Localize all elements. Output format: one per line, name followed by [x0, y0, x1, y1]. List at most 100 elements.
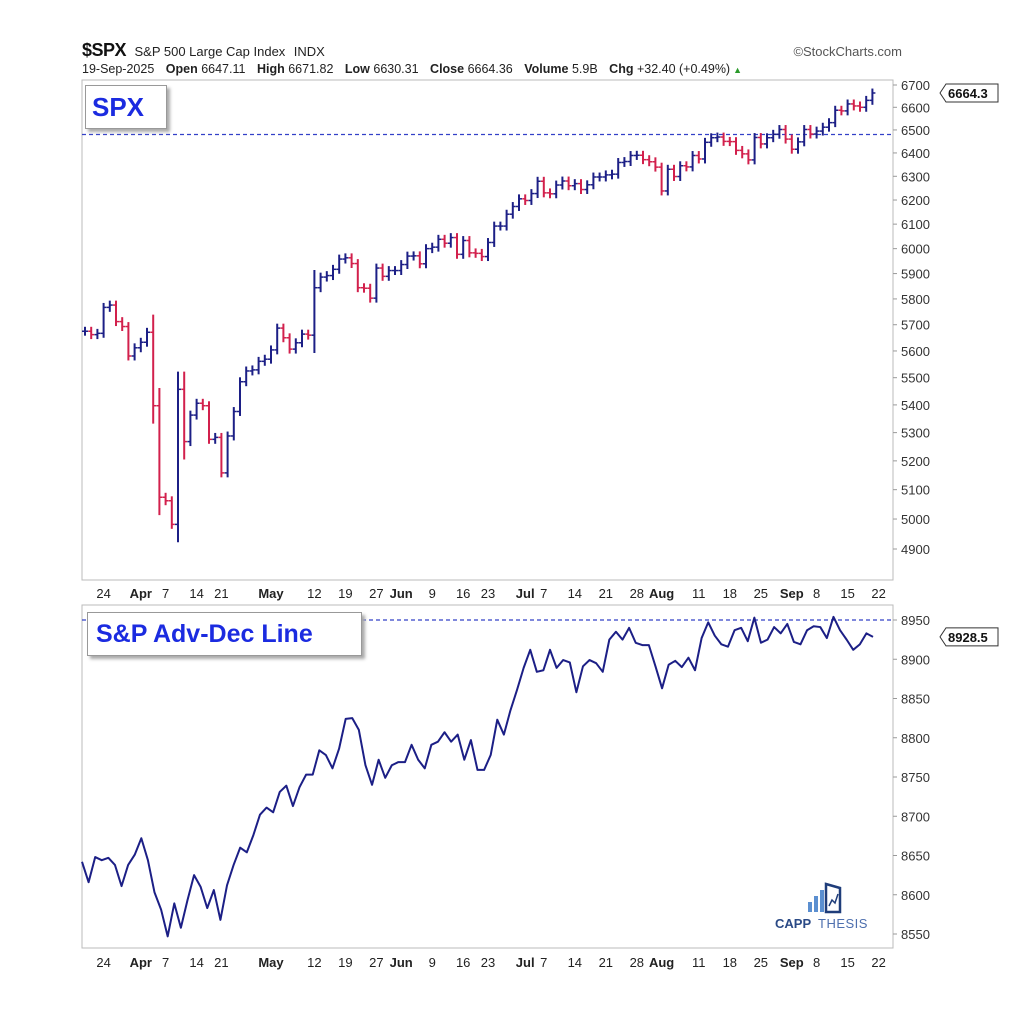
x-tick-label: 16: [456, 955, 470, 970]
x-tick-label: 14: [189, 955, 203, 970]
y-tick-label: 4900: [901, 542, 930, 557]
high-value: 6671.82: [288, 62, 334, 76]
y-tick-label: 6200: [901, 193, 930, 208]
symbol: $SPX: [82, 40, 127, 60]
y-tick-label: 5600: [901, 344, 930, 359]
chg-value: +32.40 (+0.49%): [636, 62, 731, 76]
y-tick-label: 5800: [901, 292, 930, 307]
y-tick-label: 8650: [901, 849, 930, 864]
x-tick-label: Sep: [780, 586, 804, 601]
x-tick-label: 21: [214, 586, 228, 601]
y-tick-label: 6000: [901, 242, 930, 257]
x-tick-label: 15: [840, 586, 854, 601]
x-tick-label: 24: [96, 586, 110, 601]
x-tick-label: 18: [723, 586, 737, 601]
logo-bar-icon: [814, 896, 818, 912]
x-tick-label: 25: [754, 955, 768, 970]
volume-value: 5.9B: [571, 62, 598, 76]
y-tick-label: 6400: [901, 146, 930, 161]
x-tick-label: 9: [429, 955, 436, 970]
chg-label: Chg: [609, 62, 634, 76]
x-tick-label: 7: [162, 586, 169, 601]
last-value-label: 8928.5: [948, 630, 988, 645]
y-tick-label: 6700: [901, 78, 930, 93]
capp-thesis-logo: [808, 890, 824, 912]
x-tick-label: 28: [630, 586, 644, 601]
y-tick-label: 6600: [901, 100, 930, 115]
open-label: Open: [165, 62, 198, 76]
close-label: Close: [430, 62, 465, 76]
logo-chart-icon: [824, 882, 842, 914]
x-tick-label: 27: [369, 955, 383, 970]
x-tick-label: 21: [214, 955, 228, 970]
y-tick-label: 5900: [901, 267, 930, 282]
x-tick-label: 11: [692, 586, 706, 601]
adl-panel-label: S&P Adv-Dec Line: [87, 612, 362, 656]
x-tick-label: 25: [754, 586, 768, 601]
x-tick-label: 23: [481, 955, 495, 970]
x-tick-label: 15: [840, 955, 854, 970]
y-tick-label: 6300: [901, 169, 930, 184]
x-tick-label: 8: [813, 586, 820, 601]
x-tick-label: 18: [723, 955, 737, 970]
x-tick-label: Apr: [130, 586, 152, 601]
y-tick-label: 5200: [901, 454, 930, 469]
x-tick-label: Jun: [390, 955, 413, 970]
high-label: High: [256, 62, 285, 76]
spx-panel-frame: [81, 79, 894, 581]
x-tick-label: 21: [599, 586, 613, 601]
x-tick-label: 12: [307, 955, 321, 970]
x-tick-label: Jun: [390, 586, 413, 601]
x-tick-label: 19: [338, 586, 352, 601]
y-tick-label: 5500: [901, 371, 930, 386]
y-tick-label: 5700: [901, 318, 930, 333]
x-tick-label: 7: [540, 586, 547, 601]
exchange: INDX: [293, 44, 325, 59]
y-tick-label: 5300: [901, 426, 930, 441]
quote-date: 19-Sep-2025: [82, 62, 155, 76]
y-tick-label: 8600: [901, 888, 930, 903]
last-value-label: 6664.3: [948, 86, 988, 101]
low-label: Low: [344, 62, 370, 76]
logo-text-capp: CAPP: [775, 916, 811, 931]
source-credit: ©StockCharts.com: [793, 44, 902, 59]
adl-line: [81, 615, 874, 938]
spx-panel-label: SPX: [85, 85, 167, 129]
logo-bar-icon: [820, 890, 824, 912]
y-tick-label: 6100: [901, 217, 930, 232]
logo-bar-icon: [808, 902, 812, 912]
logo-trend-icon: [828, 893, 839, 907]
x-tick-label: 22: [871, 955, 885, 970]
x-tick-label: 27: [369, 586, 383, 601]
x-tick-label: 28: [630, 955, 644, 970]
y-tick-label: 8850: [901, 692, 930, 707]
x-tick-label: Sep: [780, 955, 804, 970]
y-tick-label: 8900: [901, 652, 930, 667]
triangle-up-icon: ▲: [733, 65, 743, 75]
x-tick-label: 9: [429, 586, 436, 601]
y-tick-label: 8950: [901, 613, 930, 628]
x-tick-label: 21: [599, 955, 613, 970]
x-tick-label: Apr: [130, 955, 152, 970]
x-tick-label: 11: [692, 955, 706, 970]
y-tick-label: 8550: [901, 927, 930, 942]
x-tick-label: 7: [540, 955, 547, 970]
y-tick-label: 5100: [901, 483, 930, 498]
logo-text-thesis: THESIS: [818, 916, 868, 931]
last-value-marker: [939, 83, 999, 103]
y-tick-label: 8800: [901, 731, 930, 746]
x-tick-label: 7: [162, 955, 169, 970]
low-value: 6630.31: [373, 62, 419, 76]
quote-line: 19-Sep-2025 Open 6647.11 High 6671.82 Lo…: [82, 62, 742, 76]
x-tick-label: 14: [568, 955, 582, 970]
x-tick-label: 8: [813, 955, 820, 970]
y-tick-label: 8750: [901, 770, 930, 785]
symbol-name: S&P 500 Large Cap Index: [134, 44, 286, 59]
volume-label: Volume: [524, 62, 569, 76]
chart-header: $SPX S&P 500 Large Cap Index INDX ©Stock…: [82, 40, 902, 62]
x-tick-label: Aug: [649, 586, 674, 601]
y-tick-label: 8700: [901, 809, 930, 824]
x-tick-label: Jul: [516, 586, 535, 601]
x-tick-label: 19: [338, 955, 352, 970]
